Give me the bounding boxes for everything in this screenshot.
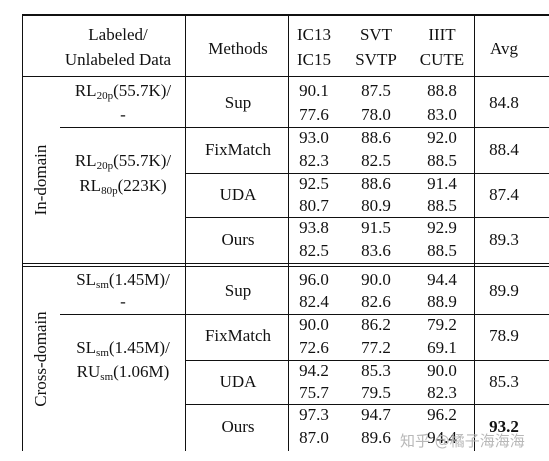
- value-cell: 86.2: [361, 315, 391, 334]
- method-cell: Sup: [224, 281, 252, 300]
- value-cell: 82.5: [299, 241, 329, 260]
- left-border: [22, 14, 23, 451]
- value-cell: 92.9: [427, 218, 457, 237]
- value-cell: 94.7: [361, 405, 391, 424]
- value-cell: 94.4: [427, 428, 457, 447]
- value-cell: 88.6: [361, 128, 391, 147]
- avg-cell: 84.8: [489, 93, 519, 112]
- header-avg: Avg: [489, 39, 519, 58]
- header-rule: [22, 76, 549, 77]
- data-methods-divider: [185, 14, 186, 451]
- value-cell: 92.0: [427, 128, 457, 147]
- value-cell: 92.5: [299, 174, 329, 193]
- value-cell: 93.8: [299, 218, 329, 237]
- value-cell: 82.3: [299, 151, 329, 170]
- header-col2-line1: SVT: [359, 25, 393, 44]
- value-cell: 88.5: [427, 151, 457, 170]
- in-domain-uda-ours-rule: [185, 217, 549, 218]
- value-cell: 82.3: [427, 383, 457, 402]
- data-label-line2: -: [120, 292, 126, 311]
- value-cell: 90.0: [361, 270, 391, 289]
- cross-domain-uda-ours-rule: [185, 404, 549, 405]
- method-cell: UDA: [219, 185, 257, 204]
- value-cell: 88.5: [427, 196, 457, 215]
- data-label-line1: RL20p(55.7K)/: [74, 151, 172, 172]
- section-rule-2: [22, 266, 549, 267]
- in-domain-group-rule: [60, 127, 549, 128]
- value-cell: 88.9: [427, 292, 457, 311]
- value-cell: 91.5: [361, 218, 391, 237]
- data-label-line1: SLsm(1.45M)/: [76, 270, 170, 291]
- watermark: 知乎 @橘子海海海: [400, 432, 525, 450]
- value-cell: 80.9: [361, 196, 391, 215]
- value-cell: 83.0: [427, 105, 457, 124]
- data-label-line2: -: [120, 105, 126, 124]
- header-methods: Methods: [208, 39, 268, 58]
- value-cell: 89.6: [361, 428, 391, 447]
- header-labeled-line1: Labeled/: [88, 25, 148, 44]
- value-cell: 83.6: [361, 241, 391, 260]
- value-cell: 88.6: [361, 174, 391, 193]
- value-cell: 90.1: [299, 81, 329, 100]
- method-cell: Ours: [221, 230, 255, 249]
- value-cell: 85.3: [361, 361, 391, 380]
- avg-cell: 89.9: [489, 281, 519, 300]
- section-label-in-domain: In-domain: [31, 144, 50, 216]
- value-cell: 96.0: [299, 270, 329, 289]
- value-cell: 91.4: [427, 174, 457, 193]
- value-cell: 96.2: [427, 405, 457, 424]
- header-col1-line1: IC13: [297, 25, 331, 44]
- value-cell: 79.5: [361, 383, 391, 402]
- section-rule-1: [22, 263, 549, 264]
- value-cell: 78.0: [361, 105, 391, 124]
- data-label-line1: SLsm(1.45M)/: [76, 338, 170, 359]
- value-cell: 93.0: [299, 128, 329, 147]
- avg-cell: 87.4: [489, 185, 519, 204]
- value-cell: 69.1: [427, 338, 457, 357]
- header-col1-line2: IC15: [297, 50, 331, 69]
- method-cell: FixMatch: [204, 326, 272, 345]
- data-label-line2: RUsm(1.06M): [76, 362, 170, 383]
- value-cell: 94.2: [299, 361, 329, 380]
- avg-cell: 78.9: [489, 326, 519, 345]
- header-col3-line2: CUTE: [419, 50, 465, 69]
- value-cell: 82.4: [299, 292, 329, 311]
- cross-domain-fixmatch-uda-rule: [185, 360, 549, 361]
- header-col2-line2: SVTP: [355, 50, 397, 69]
- value-cell: 88.5: [427, 241, 457, 260]
- avg-cell: 88.4: [489, 140, 519, 159]
- data-label-line1: RL20p(55.7K)/: [74, 81, 172, 102]
- value-cell: 90.0: [427, 361, 457, 380]
- avg-cell: 85.3: [489, 372, 519, 391]
- value-cell: 82.6: [361, 292, 391, 311]
- value-cell: 77.2: [361, 338, 391, 357]
- avg-cell: 89.3: [489, 230, 519, 249]
- method-cell: UDA: [219, 372, 257, 391]
- value-cell: 79.2: [427, 315, 457, 334]
- in-domain-fixmatch-uda-rule: [185, 173, 549, 174]
- value-cell: 72.6: [299, 338, 329, 357]
- value-cell: 87.5: [361, 81, 391, 100]
- methods-results-divider: [288, 14, 289, 451]
- method-cell: Sup: [224, 93, 252, 112]
- header-labeled-line2: Unlabeled Data: [64, 50, 172, 69]
- data-label-line2: RL80p(223K): [79, 176, 167, 197]
- value-cell: 90.0: [299, 315, 329, 334]
- value-cell: 77.6: [299, 105, 329, 124]
- top-rule: [22, 14, 549, 16]
- results-avg-divider: [474, 14, 475, 451]
- value-cell: 75.7: [299, 383, 329, 402]
- avg-cell-best: 93.2: [489, 417, 519, 436]
- value-cell: 94.4: [427, 270, 457, 289]
- value-cell: 97.3: [299, 405, 329, 424]
- value-cell: 87.0: [299, 428, 329, 447]
- cross-domain-group-rule: [60, 314, 549, 315]
- value-cell: 82.5: [361, 151, 391, 170]
- header-col3-line1: IIIT: [428, 25, 456, 44]
- value-cell: 88.8: [427, 81, 457, 100]
- value-cell: 80.7: [299, 196, 329, 215]
- section-label-cross-domain: Cross-domain: [31, 311, 50, 407]
- method-cell: FixMatch: [204, 140, 272, 159]
- method-cell: Ours: [221, 417, 255, 436]
